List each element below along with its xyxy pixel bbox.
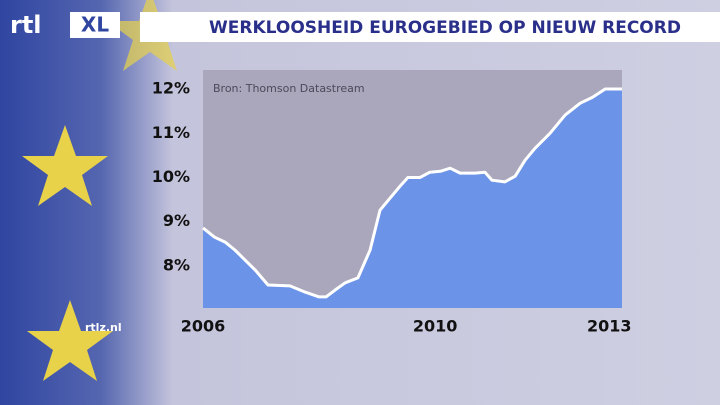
chart-title: WERKLOOSHEID EUROGEBIED OP NIEUW RECORD — [209, 18, 681, 38]
title-bar — [140, 12, 720, 42]
logo-badge-box — [70, 12, 120, 38]
y-tick-label: 12% — [152, 79, 190, 98]
x-tick-label: 2006 — [181, 317, 226, 336]
source-note: Bron: Thomson Datastream — [213, 82, 365, 95]
y-tick-label: 10% — [152, 167, 190, 186]
line — [202, 87, 622, 299]
x-tick-label: 2010 — [413, 317, 458, 336]
y-tick-label: 11% — [152, 123, 190, 142]
x-tick-label: 2013 — [587, 317, 632, 336]
y-tick-label: 8% — [163, 255, 190, 274]
website: rtlz.nl — [85, 321, 122, 334]
logo: rtl — [10, 11, 42, 39]
area — [203, 89, 622, 308]
y-tick-label: 9% — [163, 211, 190, 230]
logo-badge: XL — [81, 13, 109, 37]
